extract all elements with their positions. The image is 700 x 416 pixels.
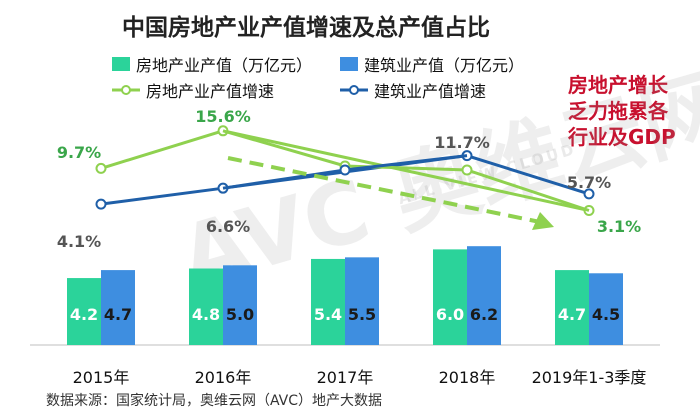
legend-line-construction-growth — [340, 85, 368, 95]
x-tick-label: 2016年 — [195, 368, 252, 387]
trend-arrow-head — [532, 212, 554, 230]
line-value-label: 4.1% — [57, 232, 101, 251]
legend-swatch-construction-output — [340, 57, 358, 71]
point-real-estate-growth — [461, 164, 473, 176]
bar-value-label: 6.0 — [436, 305, 464, 324]
legend-item-construction-output: 建筑业产值（万亿元） — [340, 52, 524, 76]
legend-label-construction-output: 建筑业产值（万亿元） — [364, 56, 525, 75]
legend-label-real-estate-output: 房地产业产值（万亿元） — [136, 56, 313, 75]
bar-value-label: 4.7 — [558, 305, 586, 324]
legend-label-construction-growth: 建筑业产值增速 — [374, 82, 487, 101]
line-value-label: 9.7% — [57, 143, 101, 162]
x-tick-label: 2019年1-3季度 — [532, 368, 647, 387]
callout-text: 房地产增长乏力拖累各行业及GDP — [568, 73, 676, 149]
bar-value-label: 6.2 — [470, 305, 498, 324]
legend-label-real-estate-growth: 房地产业产值增速 — [146, 82, 275, 101]
point-construction-growth — [583, 188, 595, 200]
bar-value-label: 4.7 — [104, 305, 132, 324]
bar-construction — [589, 273, 623, 345]
legend: 房地产业产值（万亿元） 建筑业产值（万亿元） 房地产业产值增速 建筑业产值增速 — [112, 52, 524, 102]
line-value-label: 11.7% — [434, 133, 490, 152]
bar-value-label: 4.8 — [192, 305, 220, 324]
x-tick-label: 2017年 — [317, 368, 374, 387]
legend-item-construction-growth: 建筑业产值增速 — [340, 78, 486, 102]
x-tick-label: 2018年 — [439, 368, 496, 387]
trend-arrow-line — [227, 156, 541, 224]
bar-real-estate — [311, 258, 345, 345]
legend-swatch-real-estate-output — [112, 57, 130, 71]
line-value-label: 3.1% — [597, 217, 641, 236]
line-real-estate-growth-tail — [222, 129, 590, 212]
line-value-label: 15.6% — [195, 107, 251, 126]
point-construction-growth — [339, 164, 351, 176]
point-construction-growth — [95, 198, 107, 210]
bar-construction — [345, 257, 379, 345]
x-tick-label: 2015年 — [73, 368, 130, 387]
legend-item-real-estate-output: 房地产业产值（万亿元） — [112, 52, 312, 76]
chart-title: 中国房地产业产值增速及总产值占比 — [122, 15, 490, 41]
line-value-label: 5.7% — [567, 173, 611, 192]
bar-real-estate — [555, 270, 589, 345]
bar-value-label: 4.5 — [592, 305, 620, 324]
data-source-note: 数据来源：国家统计局，奥维云网（AVC）地产大数据 — [46, 393, 383, 409]
bar-value-label: 5.0 — [226, 305, 254, 324]
legend-line-real-estate-growth — [112, 85, 140, 95]
bar-real-estate — [433, 249, 467, 345]
bar-construction — [223, 265, 257, 345]
bar-value-label: 5.4 — [314, 305, 342, 324]
bar-value-label: 5.5 — [348, 305, 376, 324]
bar-real-estate — [67, 278, 101, 345]
legend-item-real-estate-growth: 房地产业产值增速 — [112, 78, 274, 102]
point-real-estate-growth — [95, 162, 107, 174]
line-value-label: 6.6% — [206, 217, 250, 236]
bar-value-label: 4.2 — [70, 305, 98, 324]
bar-real-estate — [189, 268, 223, 345]
bar-construction — [101, 270, 135, 345]
bar-construction — [467, 246, 501, 345]
